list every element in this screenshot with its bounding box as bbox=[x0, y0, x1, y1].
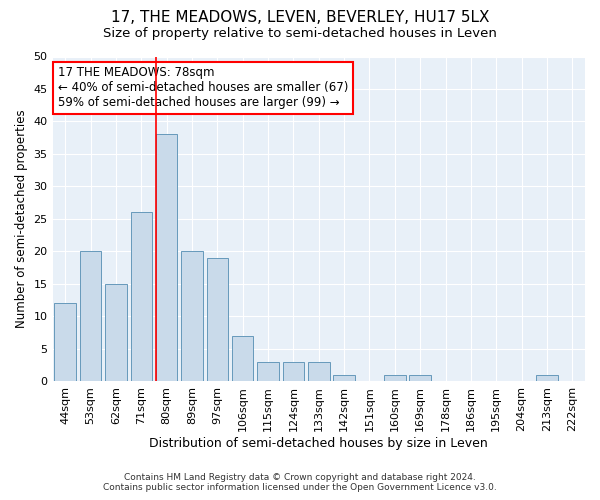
Bar bbox=[232, 336, 253, 382]
Bar bbox=[334, 375, 355, 382]
Y-axis label: Number of semi-detached properties: Number of semi-detached properties bbox=[15, 110, 28, 328]
Bar bbox=[55, 304, 76, 382]
Bar bbox=[131, 212, 152, 382]
Bar bbox=[206, 258, 228, 382]
Text: 17, THE MEADOWS, LEVEN, BEVERLEY, HU17 5LX: 17, THE MEADOWS, LEVEN, BEVERLEY, HU17 5… bbox=[111, 10, 489, 25]
Bar bbox=[536, 375, 558, 382]
Bar bbox=[105, 284, 127, 382]
X-axis label: Distribution of semi-detached houses by size in Leven: Distribution of semi-detached houses by … bbox=[149, 437, 488, 450]
Bar bbox=[80, 252, 101, 382]
Bar bbox=[181, 252, 203, 382]
Bar bbox=[308, 362, 329, 382]
Bar bbox=[384, 375, 406, 382]
Bar bbox=[156, 134, 178, 382]
Bar bbox=[283, 362, 304, 382]
Bar bbox=[257, 362, 279, 382]
Text: Size of property relative to semi-detached houses in Leven: Size of property relative to semi-detach… bbox=[103, 28, 497, 40]
Bar bbox=[409, 375, 431, 382]
Text: Contains HM Land Registry data © Crown copyright and database right 2024.
Contai: Contains HM Land Registry data © Crown c… bbox=[103, 473, 497, 492]
Text: 17 THE MEADOWS: 78sqm
← 40% of semi-detached houses are smaller (67)
59% of semi: 17 THE MEADOWS: 78sqm ← 40% of semi-deta… bbox=[58, 66, 348, 109]
